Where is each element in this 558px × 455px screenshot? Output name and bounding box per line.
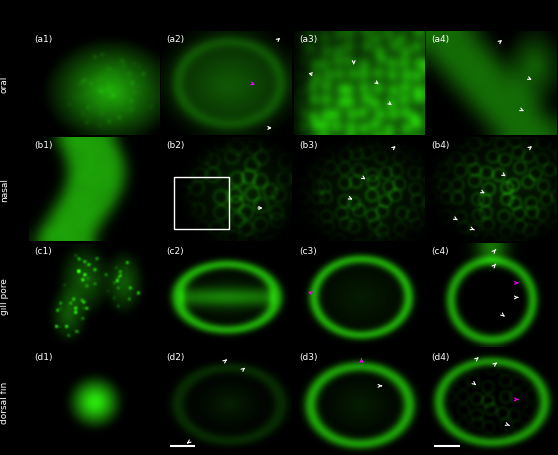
Text: (a3): (a3) — [299, 35, 318, 44]
Text: (c1): (c1) — [34, 247, 52, 256]
Text: (a1): (a1) — [34, 35, 52, 44]
Text: (c4): (c4) — [431, 247, 449, 256]
Text: (b2): (b2) — [167, 141, 185, 150]
Bar — [175, 177, 229, 229]
Text: gill pore: gill pore — [0, 277, 9, 314]
Text: (d4): (d4) — [431, 353, 450, 362]
Text: (b3): (b3) — [299, 141, 318, 150]
Text: (a2): (a2) — [167, 35, 185, 44]
Text: (b1): (b1) — [34, 141, 52, 150]
Text: (b4): (b4) — [431, 141, 450, 150]
Text: oral: oral — [0, 75, 9, 92]
Text: (c2): (c2) — [167, 247, 184, 256]
Text: whole mounts: whole mounts — [57, 1, 131, 11]
Text: (c3): (c3) — [299, 247, 317, 256]
Text: (d1): (d1) — [34, 353, 52, 362]
Text: (a4): (a4) — [431, 35, 450, 44]
Text: (d3): (d3) — [299, 353, 318, 362]
Text: nasal: nasal — [0, 178, 9, 202]
Text: dorsal fin: dorsal fin — [0, 380, 9, 423]
Text: (d2): (d2) — [167, 353, 185, 362]
Text: sections: sections — [337, 1, 381, 11]
